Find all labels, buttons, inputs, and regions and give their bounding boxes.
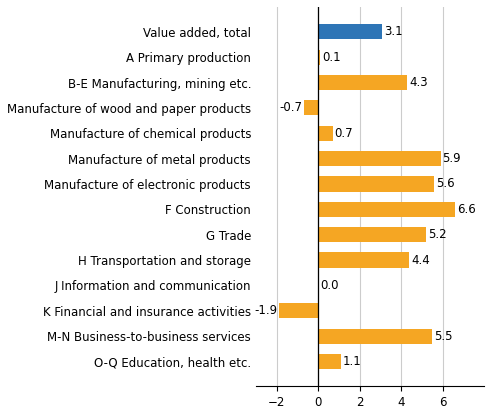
Bar (318, 253, 409, 267)
Bar (318, 202, 455, 217)
Bar (318, 354, 341, 369)
Text: 0.0: 0.0 (320, 279, 338, 292)
Text: -1.9: -1.9 (254, 304, 277, 317)
Text: 6.6: 6.6 (457, 203, 475, 216)
Bar (318, 176, 434, 191)
Bar (279, 303, 318, 318)
Bar (318, 227, 426, 242)
Bar (318, 50, 320, 65)
Text: 5.9: 5.9 (442, 152, 461, 165)
Text: 0.1: 0.1 (322, 51, 340, 64)
Text: -0.7: -0.7 (279, 102, 302, 114)
Bar (318, 75, 408, 90)
Text: 3.1: 3.1 (384, 25, 403, 38)
Bar (303, 100, 318, 116)
Text: 1.1: 1.1 (343, 355, 361, 368)
Bar (318, 24, 382, 40)
Text: 0.7: 0.7 (334, 127, 353, 140)
Bar (318, 126, 333, 141)
Bar (318, 329, 432, 344)
Text: 5.6: 5.6 (436, 178, 455, 191)
Text: 5.2: 5.2 (428, 228, 446, 241)
Text: 4.3: 4.3 (409, 76, 428, 89)
Text: 4.4: 4.4 (411, 253, 430, 267)
Text: 5.5: 5.5 (434, 329, 452, 343)
Bar (318, 151, 440, 166)
